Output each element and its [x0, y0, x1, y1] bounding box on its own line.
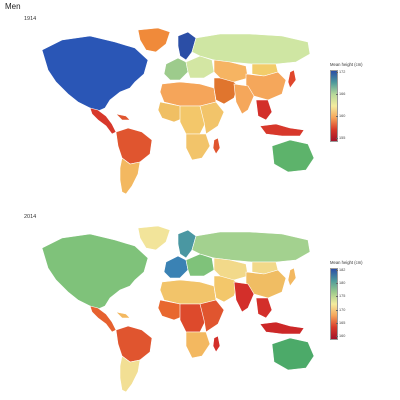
region-southern-africa — [185, 133, 211, 161]
region-scandinavia — [177, 31, 197, 61]
region-indonesia — [259, 321, 305, 335]
region-madagascar — [212, 335, 221, 353]
legend-tick-label: 155 — [336, 136, 346, 140]
legend-tick-label: 166 — [336, 92, 346, 96]
region-south-america-north — [115, 127, 153, 165]
region-central-america — [89, 305, 117, 333]
legend: Mean height (cm) 182 180 175 170 165 160 — [330, 260, 390, 350]
legend-tick-label: 160 — [336, 114, 346, 118]
region-south-america-south — [119, 355, 141, 393]
region-japan — [287, 69, 297, 89]
legend-tick-label: 180 — [336, 281, 346, 286]
region-south-america-north — [115, 325, 153, 363]
region-australia — [271, 139, 315, 173]
map-panel-2014: 2014 — [0, 210, 400, 400]
region-north-africa — [159, 279, 217, 305]
region-madagascar — [212, 137, 221, 155]
region-russia — [191, 33, 311, 65]
region-greenland — [137, 225, 171, 251]
world-map — [41, 225, 315, 393]
region-south-asia — [233, 83, 255, 115]
region-north-africa — [159, 81, 217, 107]
year-label: 2014 — [24, 214, 37, 220]
map-regions — [41, 27, 315, 195]
region-east-africa — [199, 299, 225, 333]
region-southeast-asia — [255, 99, 273, 121]
legend-tick-label: 165 — [336, 320, 346, 325]
legend-tick-label: 160 — [336, 334, 346, 338]
region-scandinavia — [177, 229, 197, 259]
region-caribbean — [115, 311, 131, 319]
region-japan — [287, 267, 297, 287]
region-caribbean — [115, 113, 131, 121]
region-southern-africa — [185, 331, 211, 359]
region-western-europe — [163, 57, 189, 81]
region-central-asia — [213, 59, 249, 83]
legend-title: Mean height (cm) — [330, 260, 363, 265]
legend-tick-label: 172 — [336, 70, 346, 74]
region-south-america-south — [119, 157, 141, 195]
region-eastern-europe — [185, 55, 215, 79]
legend: Mean height (cm) 172 166 160 155 — [330, 62, 390, 152]
region-south-asia — [233, 281, 255, 313]
region-greenland — [137, 27, 171, 53]
region-southeast-asia — [255, 297, 273, 319]
legend-tick-label: 175 — [336, 294, 346, 299]
region-central-america — [89, 107, 117, 135]
world-map — [41, 27, 315, 195]
map-panel-1914: 1914 — [0, 12, 400, 202]
map-regions — [41, 225, 315, 393]
region-western-europe — [163, 255, 189, 279]
legend-tick-label: 170 — [336, 307, 346, 312]
region-north-america — [41, 35, 149, 113]
region-central-asia — [213, 257, 249, 281]
legend-title: Mean height (cm) — [330, 62, 363, 67]
region-russia — [191, 231, 311, 263]
legend-gradient — [330, 70, 338, 142]
legend-tick-label: 182 — [336, 268, 346, 272]
year-label: 1914 — [24, 16, 37, 22]
chart-title: Men — [5, 2, 21, 11]
region-indonesia — [259, 123, 305, 137]
region-australia — [271, 337, 315, 371]
region-east-africa — [199, 101, 225, 135]
legend-gradient — [330, 268, 338, 340]
region-north-america — [41, 233, 149, 311]
region-eastern-europe — [185, 253, 215, 277]
